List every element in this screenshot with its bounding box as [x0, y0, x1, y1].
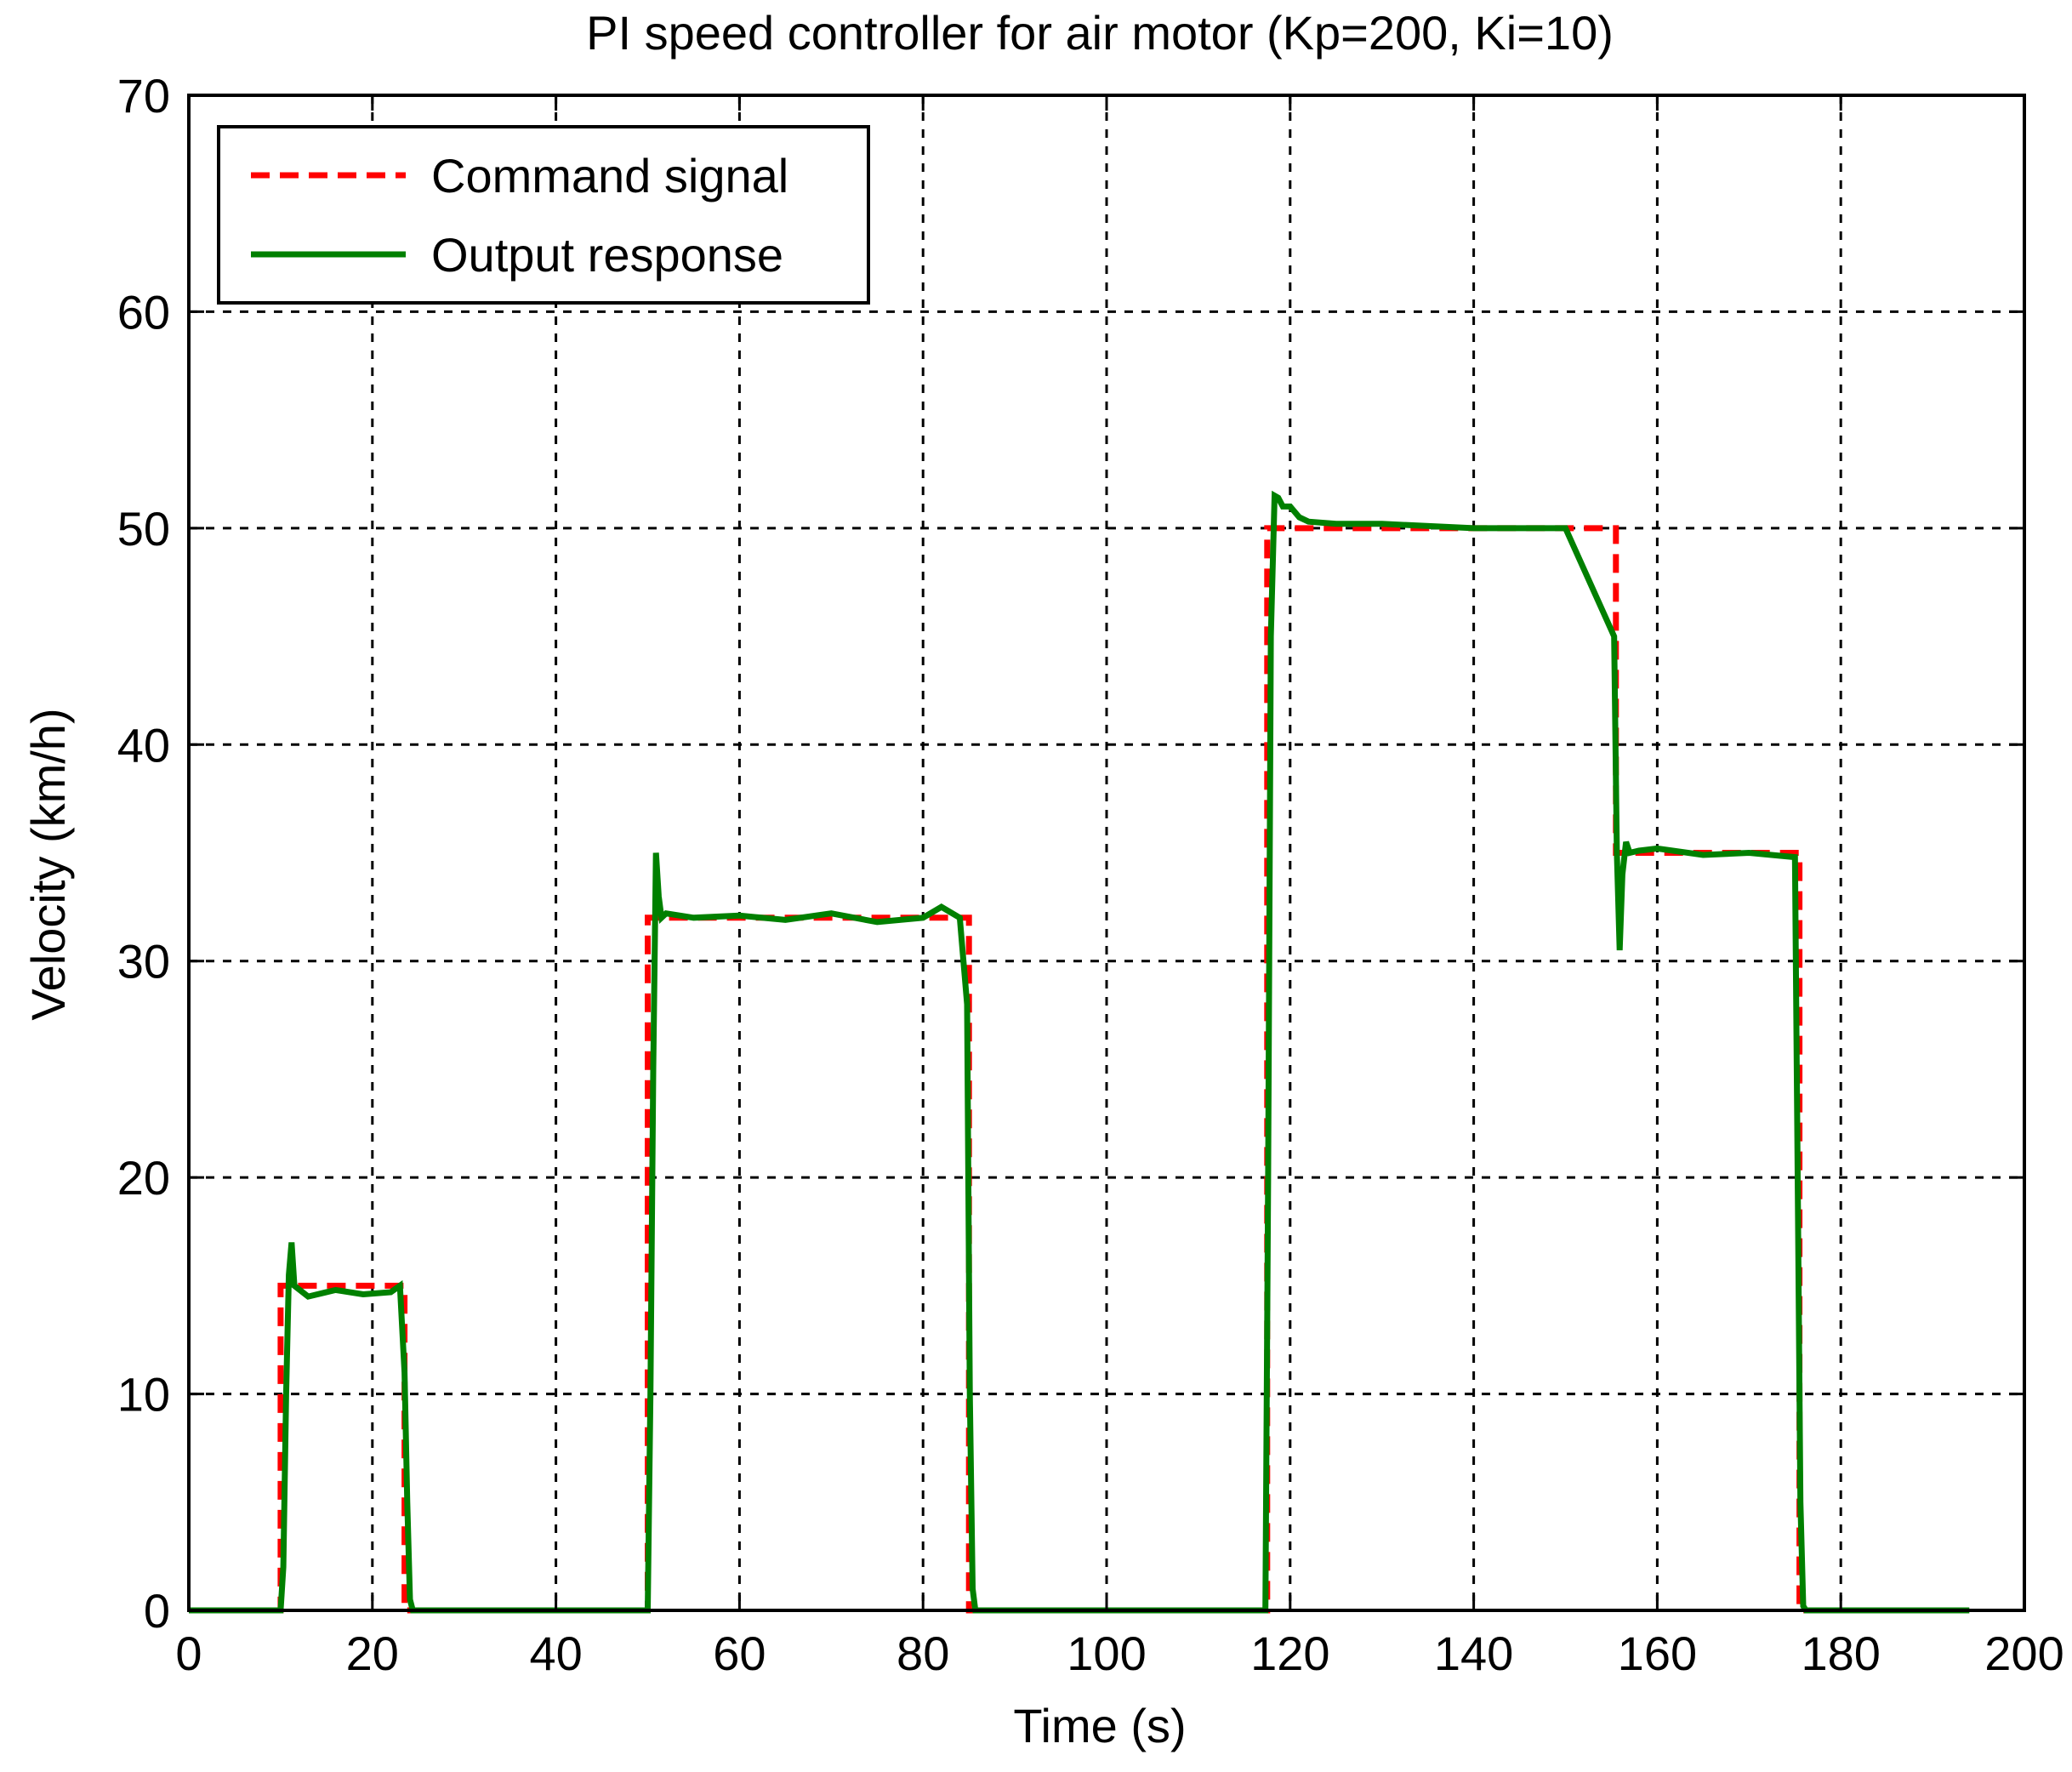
- x-tick-label: 60: [713, 1627, 766, 1680]
- x-tick-label: 0: [175, 1627, 202, 1680]
- y-tick-label: 60: [117, 285, 170, 339]
- y-tick-label: 40: [117, 718, 170, 772]
- x-tick-label: 180: [1801, 1627, 1880, 1680]
- x-tick-label: 100: [1067, 1627, 1146, 1680]
- y-tick-label: 50: [117, 502, 170, 556]
- legend-box: [217, 125, 870, 305]
- y-tick-label: 0: [144, 1584, 170, 1638]
- chart-title: PI speed controller for air motor (Kp=20…: [586, 6, 1614, 60]
- legend-command-label: Command signal: [431, 149, 788, 202]
- x-tick-label: 140: [1434, 1627, 1513, 1680]
- y-tick-label: 10: [117, 1368, 170, 1422]
- x-tick-label: 120: [1250, 1627, 1329, 1680]
- x-tick-label: 80: [897, 1627, 949, 1680]
- y-tick-label: 20: [117, 1151, 170, 1205]
- x-tick-label: 160: [1618, 1627, 1697, 1680]
- x-axis-label: Time (s): [1013, 1699, 1186, 1752]
- x-tick-label: 40: [529, 1627, 582, 1680]
- plot-area: 0 20 40 60 80 100 120 140 160 180 200 0 10 20 30 40 50 60…: [117, 69, 2064, 1680]
- x-tick-label: 200: [1984, 1627, 2063, 1680]
- x-tick-label: 20: [346, 1627, 399, 1680]
- y-axis-label: Velocity (km/h): [21, 708, 75, 1020]
- y-tick-label: 30: [117, 935, 170, 989]
- y-tick-label: 70: [117, 69, 170, 123]
- legend-output-label: Output response: [431, 228, 783, 282]
- output-response-line: [189, 490, 1970, 1614]
